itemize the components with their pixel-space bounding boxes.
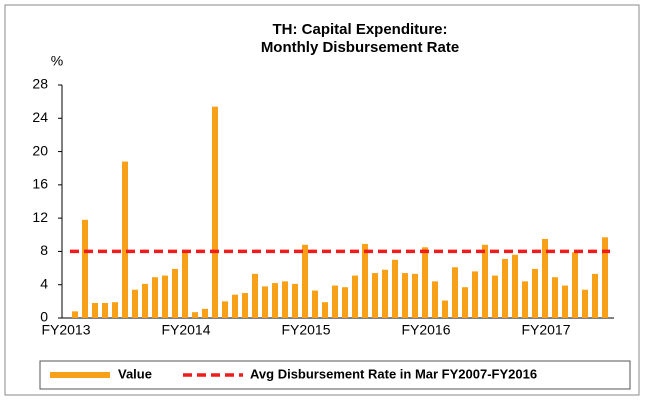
bar (362, 243, 368, 318)
y-tick-label: 16 (32, 176, 48, 192)
y-tick-label: 12 (32, 209, 48, 225)
y-tick-label: 28 (32, 76, 48, 92)
bar (192, 312, 198, 318)
bar (112, 302, 118, 318)
bar (462, 287, 468, 318)
legend-box (39, 360, 631, 390)
bar (222, 301, 228, 318)
bar (82, 219, 88, 318)
bar (132, 289, 138, 318)
x-tick-label: FY2016 (401, 322, 450, 338)
bar (482, 244, 488, 318)
bar (302, 244, 308, 318)
bar (182, 252, 188, 318)
bar (122, 161, 128, 318)
bar (572, 252, 578, 318)
bar (282, 281, 288, 318)
x-tick-label: FY2014 (161, 322, 210, 338)
y-tick-label: 0 (40, 309, 48, 325)
legend-label: Avg Disbursement Rate in Mar FY2007-FY20… (250, 366, 537, 381)
chart-title: TH: Capital Expenditure: (272, 21, 447, 38)
bar (392, 259, 398, 318)
bar (202, 308, 208, 318)
bar (312, 290, 318, 318)
bar (262, 286, 268, 318)
bar (252, 273, 258, 318)
bar (592, 273, 598, 318)
bar (472, 271, 478, 318)
legend-swatch (50, 372, 110, 378)
bar (442, 300, 448, 318)
bar (172, 268, 178, 318)
bar (212, 106, 218, 318)
bar (352, 275, 358, 318)
bar (152, 277, 158, 318)
bar (522, 281, 528, 318)
x-tick-label: FY2017 (521, 322, 570, 338)
bar (372, 273, 378, 318)
bar (162, 275, 168, 318)
chart-title: Monthly Disbursement Rate (261, 39, 459, 56)
bar (432, 281, 438, 318)
bar (332, 285, 338, 318)
bar (72, 311, 78, 318)
bar (552, 277, 558, 318)
bar (272, 283, 278, 318)
bar (382, 269, 388, 318)
legend-label: Value (118, 366, 152, 381)
bar (342, 287, 348, 318)
y-tick-label: 20 (32, 142, 48, 158)
bar (562, 285, 568, 318)
bar (102, 303, 108, 318)
bar (492, 275, 498, 318)
bar (402, 273, 408, 318)
x-tick-label: FY2013 (41, 322, 90, 338)
chart-frame (4, 4, 640, 396)
y-axis-label: % (51, 53, 63, 69)
bar (292, 283, 298, 318)
bar (412, 273, 418, 318)
bar (322, 302, 328, 318)
bar (532, 268, 538, 318)
bar (452, 267, 458, 318)
x-tick-label: FY2015 (281, 322, 330, 338)
bar (142, 283, 148, 318)
bar (502, 258, 508, 318)
y-tick-label: 8 (40, 242, 48, 258)
bar (92, 303, 98, 318)
y-tick-label: 24 (32, 109, 48, 125)
bar (512, 254, 518, 318)
bar (242, 293, 248, 318)
y-tick-label: 4 (40, 275, 48, 291)
bar (422, 247, 428, 318)
bar (542, 238, 548, 318)
bar (232, 294, 238, 318)
bar (602, 237, 608, 318)
bar (582, 289, 588, 318)
